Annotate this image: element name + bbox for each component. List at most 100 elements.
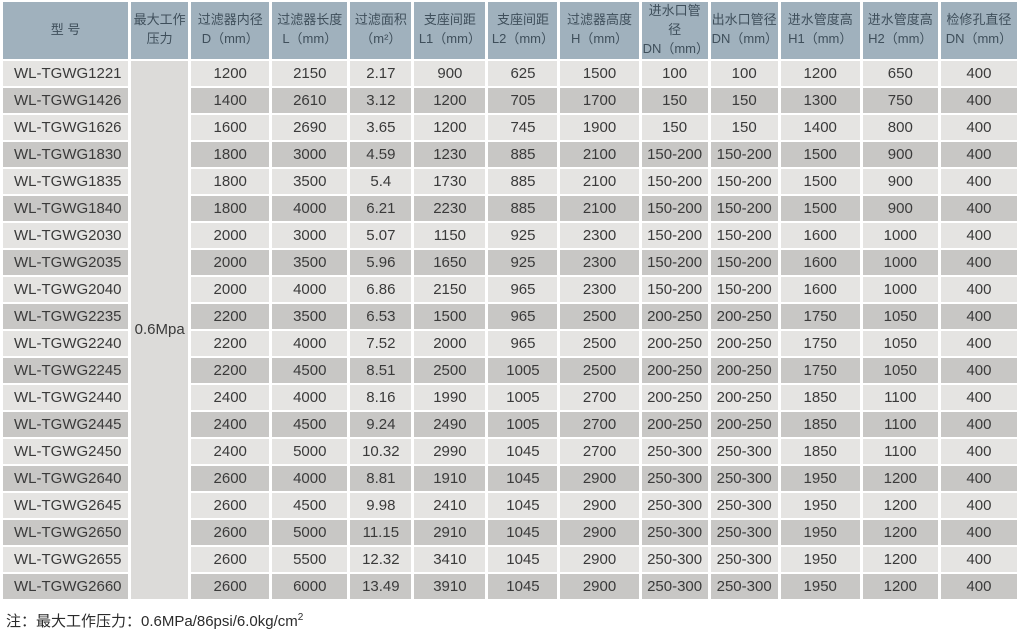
model-cell: WL-TGWG2035 [3,249,129,275]
header-line2: L1（mm） [418,31,481,47]
value-cell: 1200 [862,492,938,518]
value-cell: 3.65 [350,114,412,140]
value-cell: 1045 [488,438,558,464]
table-row: WL-TGWG2650 2600 5000 11.15 2910 1045 2900 250-… [3,519,1017,545]
model-cell: WL-TGWG2235 [3,303,129,329]
value-cell: 1045 [488,519,558,545]
value-cell: 900 [862,168,938,194]
header-cell-col6: 支座间距 L2（mm） [488,2,558,59]
value-cell: 1230 [414,141,486,167]
value-cell: 150-200 [710,249,778,275]
value-cell: 9.24 [350,411,412,437]
header-cell-col2: 过滤器内径 D（mm） [191,2,270,59]
max-pressure-cell: 0.6Mpa [131,60,189,599]
model-cell: WL-TGWG2030 [3,222,129,248]
value-cell: 2410 [414,492,486,518]
value-cell: 2600 [191,465,270,491]
value-cell: 1990 [414,384,486,410]
table-row: WL-TGWG2245 2200 4500 8.51 2500 1005 2500 200-2… [3,357,1017,383]
value-cell: 1100 [862,438,938,464]
value-cell: 1850 [780,438,860,464]
value-cell: 8.81 [350,465,412,491]
footnote-superscript: 2 [297,611,304,623]
value-cell: 150-200 [641,195,708,221]
header-line1: 最大工作 [133,12,186,28]
value-cell: 1500 [414,303,486,329]
value-cell: 1000 [862,222,938,248]
value-cell: 925 [488,249,558,275]
value-cell: 3910 [414,573,486,599]
value-cell: 2600 [191,573,270,599]
value-cell: 200-250 [641,411,708,437]
table-row: WL-TGWG2440 2400 4000 8.16 1990 1005 2700 200-2… [3,384,1017,410]
value-cell: 400 [940,357,1017,383]
value-cell: 2500 [414,357,486,383]
value-cell: 1950 [780,492,860,518]
model-cell: WL-TGWG2445 [3,411,129,437]
value-cell: 1045 [488,573,558,599]
value-cell: 1950 [780,573,860,599]
value-cell: 400 [940,492,1017,518]
value-cell: 2700 [560,384,639,410]
value-cell: 400 [940,303,1017,329]
value-cell: 1200 [414,114,486,140]
value-cell: 2400 [191,411,270,437]
header-line1: 进水管度高 [867,12,933,28]
value-cell: 400 [940,438,1017,464]
value-cell: 2900 [560,546,639,572]
value-cell: 1005 [488,411,558,437]
value-cell: 5.96 [350,249,412,275]
table-row: WL-TGWG2660 2600 6000 13.49 3910 1045 2900 250-… [3,573,1017,599]
value-cell: 5.07 [350,222,412,248]
header-cell-col5: 支座间距 L1（mm） [414,2,486,59]
value-cell: 2600 [191,492,270,518]
model-cell: WL-TGWG1840 [3,195,129,221]
value-cell: 2700 [560,438,639,464]
value-cell: 400 [940,60,1017,86]
value-cell: 13.49 [350,573,412,599]
value-cell: 1005 [488,384,558,410]
value-cell: 3410 [414,546,486,572]
header-cell-col3: 过滤器长度 L（mm） [272,2,348,59]
model-cell: WL-TGWG1830 [3,141,129,167]
value-cell: 150-200 [710,276,778,302]
value-cell: 5.4 [350,168,412,194]
header-cell-col4: 过滤面积 （m²） [350,2,412,59]
model-cell: WL-TGWG2240 [3,330,129,356]
header-cell-col8: 进水口管径 DN（mm） [641,2,709,59]
table-row: WL-TGWG2030 2000 3000 5.07 1150 925 2300 150-20… [3,222,1017,248]
value-cell: 400 [940,411,1017,437]
value-cell: 4000 [272,276,348,302]
value-cell: 200-250 [641,384,708,410]
value-cell: 3000 [272,222,348,248]
value-cell: 8.51 [350,357,412,383]
value-cell: 250-300 [710,492,778,518]
value-cell: 4500 [272,492,348,518]
value-cell: 1045 [488,465,558,491]
value-cell: 250-300 [641,519,708,545]
value-cell: 150-200 [641,276,708,302]
table-row: WL-TGWG1835 1800 3500 5.4 1730 885 2100 150-200… [3,168,1017,194]
value-cell: 6000 [272,573,348,599]
value-cell: 1500 [560,60,639,86]
value-cell: 1700 [560,87,639,113]
header-line1: 过滤器高度 [567,12,633,28]
header-line2: H2（mm） [868,31,933,47]
value-cell: 400 [940,141,1017,167]
value-cell: 1650 [414,249,486,275]
value-cell: 250-300 [710,438,778,464]
model-cell: WL-TGWG2660 [3,573,129,599]
value-cell: 3000 [272,141,348,167]
value-cell: 6.86 [350,276,412,302]
footnote-text: 注：最大工作压力：0.6MPa/86psi/6.0kg/cm [6,612,298,630]
table-row: WL-TGWG1426 1400 2610 3.12 1200 705 1700 150 150… [3,87,1017,113]
value-cell: 1150 [414,222,486,248]
value-cell: 1200 [862,465,938,491]
value-cell: 250-300 [710,546,778,572]
value-cell: 2150 [272,60,348,86]
value-cell: 150 [710,87,778,113]
value-cell: 11.15 [350,519,412,545]
value-cell: 1600 [780,222,860,248]
table-header-row: 型 号最大工作 压力 过滤器内径 D（mm） 过滤器长度 L（mm） 过滤面积 （m²） 支座间… [3,2,1017,59]
value-cell: 150-200 [641,168,708,194]
